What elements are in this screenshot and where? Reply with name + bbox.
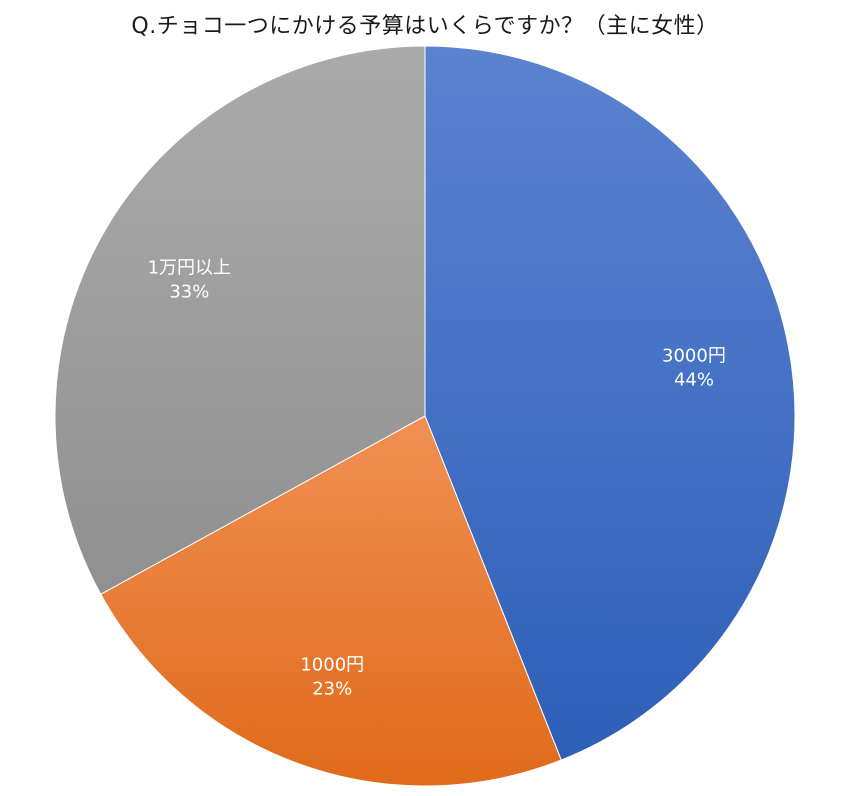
chart-title: Q.チョコ一つにかける予算はいくらですか？（主に女性） [131, 14, 719, 39]
slice-percent-label: 23% [312, 679, 352, 700]
slice-category-label: 1000円 [300, 655, 364, 676]
slice-category-label: 1万円以上 [148, 258, 231, 279]
pie-slices [54, 45, 796, 787]
pie-labels: 3000円 44% 1000円 23% 1万円以上 33% [148, 258, 726, 700]
slice-percent-label: 44% [674, 370, 714, 391]
pie-slice-10000-yen-plus [54, 45, 426, 595]
slice-percent-label: 33% [169, 282, 209, 303]
pie-slice-1000-yen [100, 415, 562, 787]
pie-slice-3000-yen [424, 45, 796, 761]
slice-category-label: 3000円 [662, 346, 726, 367]
